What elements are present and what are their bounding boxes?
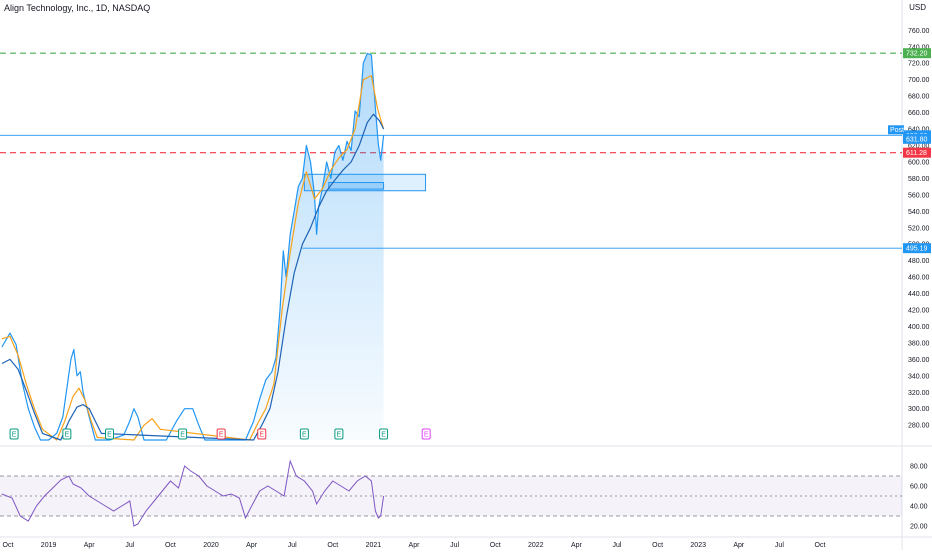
chart-title: Align Technology, Inc., 1D, NASDAQ xyxy=(4,3,151,13)
y-tick-label: 400.00 xyxy=(908,324,930,331)
y-tick-label: 720.00 xyxy=(908,61,930,68)
earnings-marker xyxy=(105,428,114,440)
x-tick-label: Oct xyxy=(165,542,176,549)
x-tick-label: Jul xyxy=(775,542,784,549)
x-tick-label: Oct xyxy=(490,542,501,549)
y-tick-label: 660.00 xyxy=(908,110,930,117)
earnings-marker-label: E xyxy=(107,432,112,439)
post-badge-label: Post xyxy=(890,127,904,134)
y-tick-label: 560.00 xyxy=(908,192,930,199)
x-tick-label: 2022 xyxy=(528,542,544,549)
earnings-marker-label: E xyxy=(180,432,185,439)
x-tick-label: Apr xyxy=(246,542,258,549)
x-tick-label: Oct xyxy=(815,542,826,549)
earnings-marker xyxy=(334,428,344,440)
y-tick-label: 700.00 xyxy=(908,77,930,84)
y-tick-label: 360.00 xyxy=(908,357,930,364)
earnings-marker xyxy=(9,428,19,440)
level-price-label: 611.28 xyxy=(906,150,927,157)
earnings-marker-label: E xyxy=(12,432,17,439)
earnings-marker xyxy=(216,428,226,440)
x-tick-label: Jul xyxy=(450,542,459,549)
x-tick-label: 2019 xyxy=(41,542,57,549)
post-badge xyxy=(888,125,904,135)
x-tick-label: Oct xyxy=(3,542,14,549)
level-price-label: 732.20 xyxy=(906,51,928,58)
y-tick-label: 740.00 xyxy=(908,44,930,51)
y-tick-label: 640.00 xyxy=(908,127,930,134)
y-tick-label: 760.00 xyxy=(908,28,930,35)
rsi-line xyxy=(1,459,385,527)
x-tick-label: Apr xyxy=(733,542,745,549)
y-tick-label: 340.00 xyxy=(908,373,930,380)
earnings-marker-label: E xyxy=(424,432,429,439)
earnings-marker-label: E xyxy=(219,432,224,439)
y-tick-label: 440.00 xyxy=(908,291,930,298)
y-tick-label: 540.00 xyxy=(908,209,930,216)
earnings-marker-label: E xyxy=(337,432,342,439)
earnings-marker-label: E xyxy=(381,432,386,439)
rsi-tick-label: 20.00 xyxy=(910,524,928,531)
rsi-tick-label: 80.00 xyxy=(910,464,928,471)
level-price-tag xyxy=(903,48,931,59)
earnings-marker xyxy=(299,428,309,440)
x-tick-label: Jul xyxy=(613,542,622,549)
currency-label[interactable]: USD xyxy=(909,3,926,12)
level-price-tag xyxy=(903,243,931,254)
y-tick-label: 520.00 xyxy=(908,225,930,232)
price-tag xyxy=(903,133,931,144)
rsi-tick-label: 40.00 xyxy=(910,504,928,511)
x-tick-label: Apr xyxy=(409,542,421,549)
earnings-marker xyxy=(421,428,431,440)
x-tick-label: Oct xyxy=(652,542,663,549)
price-area xyxy=(245,53,384,441)
y-tick-label: 480.00 xyxy=(908,258,930,265)
x-tick-label: Jul xyxy=(125,542,134,549)
rsi-tick-label: 60.00 xyxy=(910,484,928,491)
y-tick-label: 280.00 xyxy=(908,423,930,430)
y-tick-label: 380.00 xyxy=(908,340,930,347)
earnings-marker xyxy=(62,428,72,440)
y-tick-label: 300.00 xyxy=(908,406,930,413)
earnings-marker xyxy=(178,428,188,440)
y-tick-label: 600.00 xyxy=(908,159,930,166)
y-tick-label: 680.00 xyxy=(908,94,930,101)
x-tick-label: Oct xyxy=(327,542,338,549)
earnings-marker-label: E xyxy=(302,432,307,439)
y-tick-label: 620.00 xyxy=(908,143,930,150)
x-tick-label: 2023 xyxy=(690,542,706,549)
ema-slow-line xyxy=(1,113,385,441)
earnings-marker-label: E xyxy=(65,432,70,439)
price-line xyxy=(1,52,385,441)
demand-zone xyxy=(328,182,385,190)
y-tick-label: 420.00 xyxy=(908,308,930,315)
x-tick-label: 2020 xyxy=(203,542,219,549)
level-price-label: 495.19 xyxy=(906,246,928,253)
earnings-marker xyxy=(379,428,389,440)
x-tick-label: 2021 xyxy=(366,542,382,549)
x-tick-label: Jul xyxy=(288,542,297,549)
level-price-tag xyxy=(903,147,931,158)
y-tick-label: 320.00 xyxy=(908,390,930,397)
y-tick-label: 460.00 xyxy=(908,275,930,282)
earnings-marker xyxy=(257,428,267,440)
x-tick-label: Apr xyxy=(571,542,583,549)
price-tag-label: 631.80 xyxy=(906,136,928,143)
earnings-marker-label: E xyxy=(259,432,264,439)
x-tick-label: Apr xyxy=(84,542,96,549)
y-tick-label: 580.00 xyxy=(908,176,930,183)
